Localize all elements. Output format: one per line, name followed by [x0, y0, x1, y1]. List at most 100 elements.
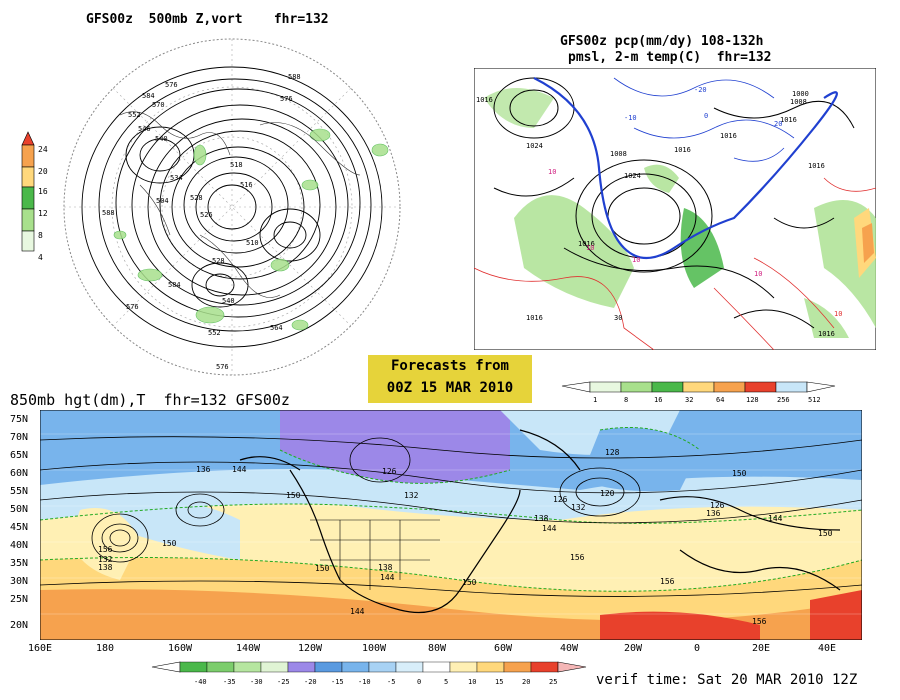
precip-shading	[484, 88, 876, 338]
temp-label: 10	[586, 244, 594, 252]
temp-legend-label: 20	[522, 678, 530, 686]
legend-500mb-swatch-8	[21, 230, 35, 252]
temp-legend-swatch	[287, 661, 316, 673]
precip-legend-right-tip	[806, 381, 836, 393]
lat-label: 40N	[10, 540, 29, 551]
panel-precip-title-line1: GFS00z pcp(mm/dy) 108-132h	[560, 34, 764, 49]
contour-label: 588	[288, 73, 301, 81]
temp-legend-label: -15	[331, 678, 344, 686]
temp-label: 30	[614, 314, 622, 322]
height-label: 144	[232, 465, 247, 474]
temp-label: 10	[632, 256, 640, 264]
temp-legend-label: -5	[387, 678, 395, 686]
panel-precip-map: 1016 1024 1008 1016 1016 1000 1008 1016 …	[474, 68, 876, 350]
lat-label: 75N	[10, 414, 29, 425]
panel-precip-title-line2: pmsl, 2-m temp(C) fhr=132	[568, 50, 772, 65]
height-label: 150	[286, 491, 301, 500]
temperature-labels: 10 10 10 10 20 30 0 -10 -20 10	[548, 86, 842, 322]
temp-legend-label: 0	[417, 678, 421, 686]
legend-500mb-label: 4	[38, 253, 43, 262]
legend-500mb-label: 24	[38, 145, 48, 154]
precip-legend-label: 16	[654, 396, 662, 404]
height-label: 120	[600, 489, 615, 498]
height-label: 132	[571, 503, 586, 512]
temp-legend-label: 5	[444, 678, 448, 686]
temp-legend-swatch	[530, 661, 559, 673]
precip-legend-swatch	[620, 381, 653, 393]
height-label: 144	[350, 607, 365, 616]
lon-label: 20E	[752, 643, 771, 654]
contour-label: 584	[168, 281, 181, 289]
precip-legend-label: 64	[716, 396, 724, 404]
temp-legend-label: -30	[250, 678, 263, 686]
height-label: 144	[768, 514, 783, 523]
contour-label: 576	[216, 363, 229, 371]
lon-label: 40W	[560, 643, 579, 654]
precip-legend-label: 32	[685, 396, 693, 404]
forecast-badge: Forecasts from 00Z 15 MAR 2010	[368, 355, 532, 403]
contour-label: 540	[155, 135, 168, 143]
contour-labels: 576 588 584 576 570 552 540 546 518 528 …	[102, 73, 301, 371]
precip-legend-swatch	[744, 381, 777, 393]
pressure-label: 1008	[790, 98, 807, 106]
precip-legend-swatch	[713, 381, 746, 393]
temp-legend-swatch	[395, 661, 424, 673]
height-label: 150	[732, 469, 747, 478]
coastlines	[239, 429, 841, 614]
panel-850mb-temp-legend: -40 -35 -30 -25 -20 -15 -10 -5 0 5 10 15…	[151, 661, 587, 686]
pressure-label: 1000	[792, 90, 809, 98]
height-label: 136	[706, 509, 721, 518]
lon-label: 180	[96, 643, 115, 654]
coastlines	[119, 111, 361, 298]
legend-500mb-swatch-20	[21, 166, 35, 188]
contour-label: 518	[230, 161, 243, 169]
pressure-label: 1016	[674, 146, 691, 154]
panel-500mb-title: GFS00z 500mb Z,vort fhr=132	[86, 12, 329, 27]
temp-legend-left-tip	[151, 661, 181, 673]
temp-legend-swatch	[260, 661, 289, 673]
height-label: 144	[542, 524, 557, 533]
height-label: 126	[553, 495, 568, 504]
temp-legend-swatch	[422, 661, 451, 673]
lat-label: 55N	[10, 486, 29, 497]
state-boundaries	[310, 519, 440, 590]
temp-legend-label: -40	[194, 678, 207, 686]
precip-legend-left-tip	[561, 381, 591, 393]
temp-label: 0	[704, 112, 708, 120]
lat-label: 50N	[10, 504, 29, 515]
height-label: 132	[98, 555, 113, 564]
height-label: 156	[660, 577, 675, 586]
precip-legend-label: 512	[808, 396, 821, 404]
legend-500mb-swatch-16	[21, 186, 35, 210]
temp-legend-label: -20	[304, 678, 317, 686]
height-label: 138	[98, 563, 113, 572]
contour-label: 540	[222, 297, 235, 305]
temp-label: 10	[754, 270, 762, 278]
temp-legend-swatch	[233, 661, 262, 673]
contour-label: 510	[246, 239, 259, 247]
lon-label: 140W	[236, 643, 261, 654]
contour-label: 504	[156, 197, 169, 205]
legend-500mb-label: 20	[38, 167, 48, 176]
lon-label: 0	[694, 643, 701, 654]
precip-legend-swatch	[589, 381, 622, 393]
temp-legend-label: 25	[549, 678, 557, 686]
height-label: 156	[570, 553, 585, 562]
precip-legend-label: 1	[593, 396, 597, 404]
temp-label: 20	[774, 120, 782, 128]
temp-legend-label: -35	[223, 678, 236, 686]
contour-label: 552	[208, 329, 221, 337]
contour-label: 552	[128, 111, 141, 119]
height-label: 150	[462, 578, 477, 587]
height-label: 126	[710, 501, 725, 510]
temp-label: -20	[694, 86, 707, 94]
lon-label: 100W	[362, 643, 387, 654]
contour-label: 528	[190, 194, 203, 202]
lat-label: 70N	[10, 432, 29, 443]
pressure-label: 1016	[578, 240, 595, 248]
legend-500mb-label: 8	[38, 231, 43, 240]
height-label: 128	[605, 448, 620, 457]
temp-label: 10	[834, 310, 842, 318]
forecast-badge-line2: 00Z 15 MAR 2010	[386, 380, 514, 396]
pressure-label: 1016	[526, 314, 543, 322]
